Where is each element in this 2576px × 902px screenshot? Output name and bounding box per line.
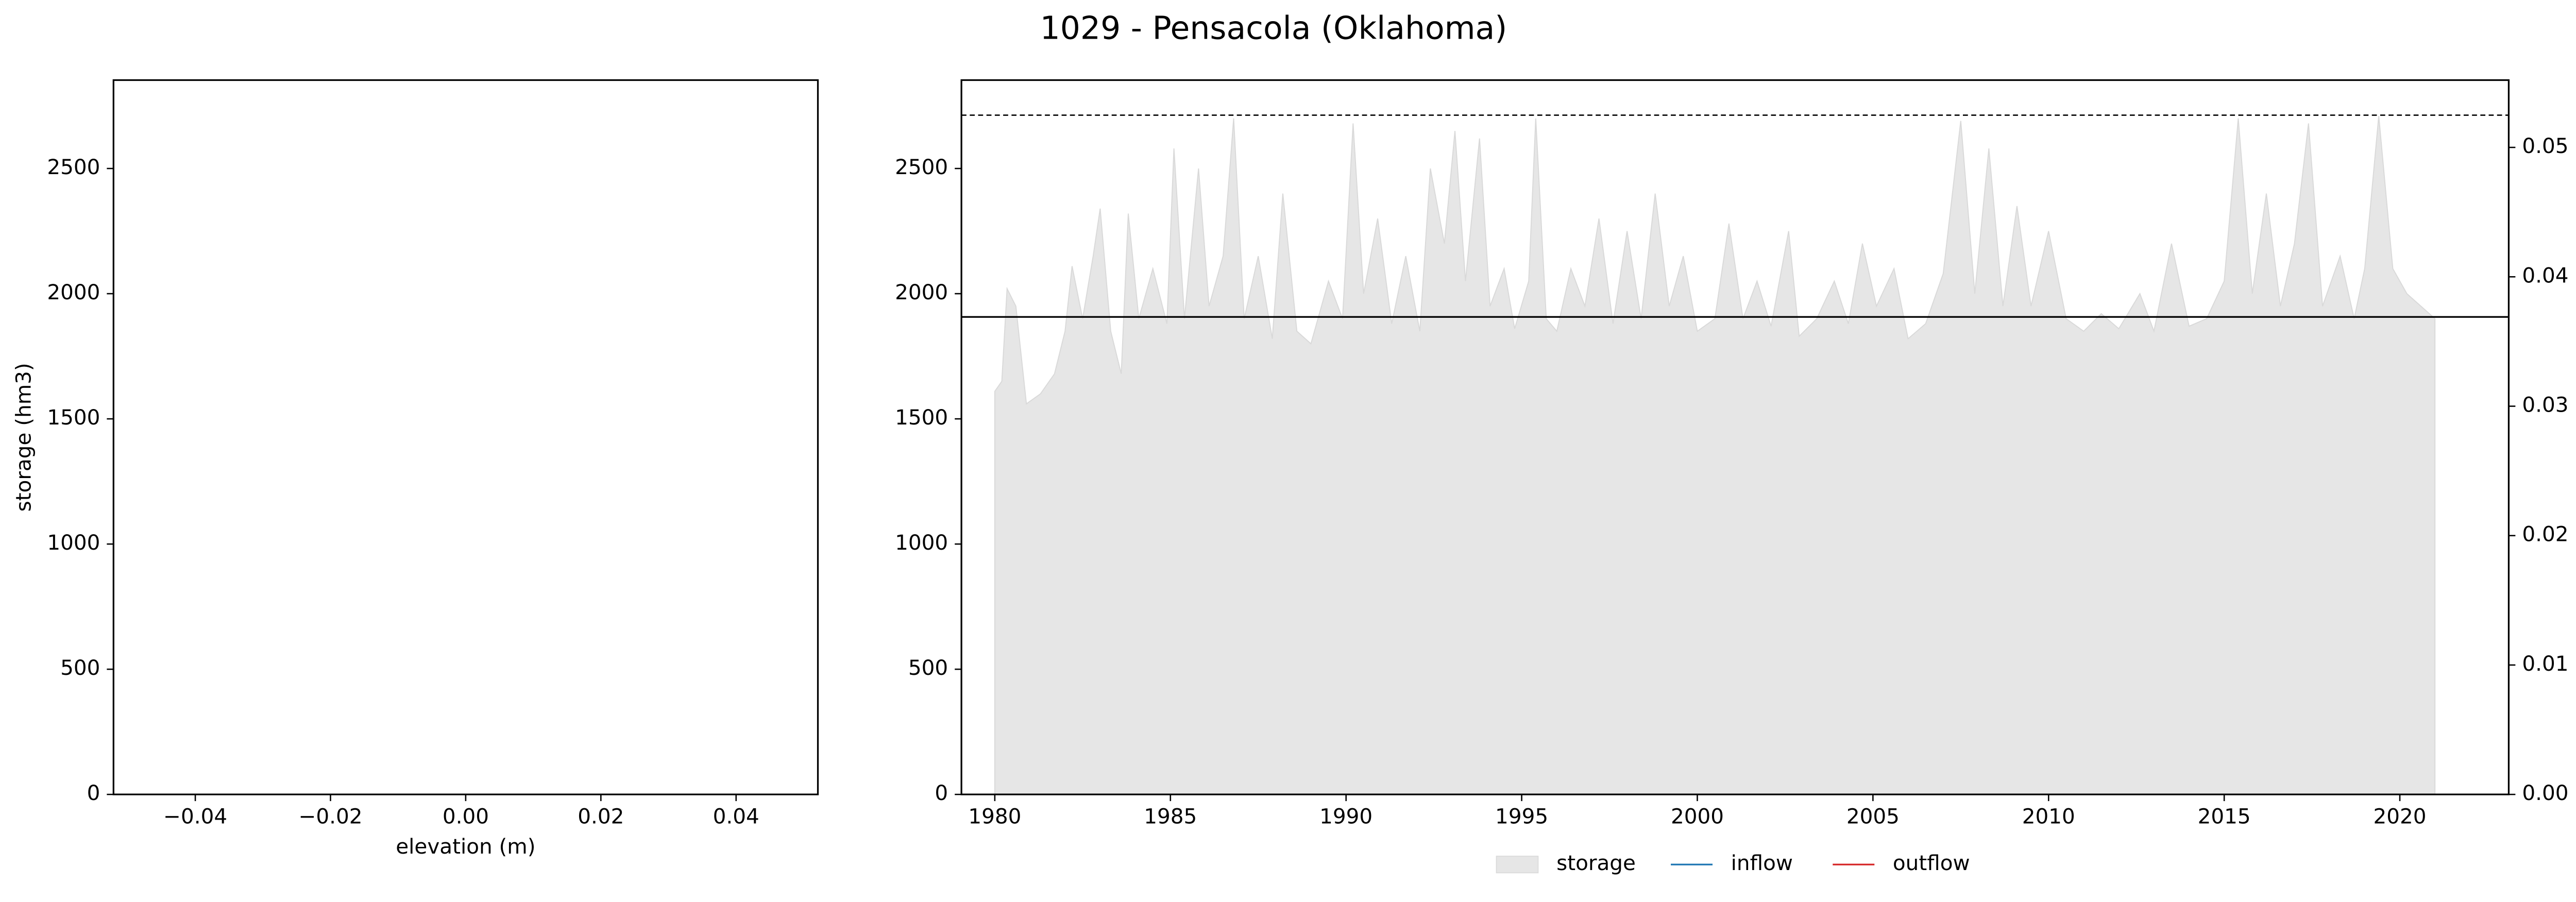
- x-tick-label: 2000: [1671, 804, 1724, 829]
- y2-tick-label: 0.03: [2522, 393, 2568, 417]
- y-tick-label: 2500: [47, 155, 100, 179]
- x-tick-label: −0.04: [163, 804, 227, 829]
- y2-tick-label: 0.00: [2522, 780, 2568, 805]
- x-tick-label: 0.00: [443, 804, 489, 829]
- storage-area: [994, 115, 2436, 795]
- y2-tick-label: 0.01: [2522, 651, 2568, 676]
- y-tick-label: 1000: [47, 530, 100, 555]
- y-tick-label: 0: [87, 780, 100, 805]
- legend-label: storage: [1556, 850, 1636, 875]
- x-axis-label: elevation (m): [396, 834, 535, 859]
- legend-swatch: [1496, 856, 1539, 874]
- y2-tick-label: 0.05: [2522, 133, 2568, 158]
- legend-label: outflow: [1893, 850, 1970, 875]
- y-tick-label: 500: [60, 655, 100, 680]
- x-tick-label: 2005: [1846, 804, 1900, 829]
- x-tick-label: 1980: [968, 804, 1021, 829]
- axes-frame: [960, 79, 2510, 795]
- x-tick-label: 1995: [1495, 804, 1548, 829]
- y-axis-label: storage (hm3): [11, 363, 36, 512]
- y-tick-label: 2500: [895, 155, 948, 179]
- x-tick-label: 0.02: [578, 804, 624, 829]
- y-tick-label: 0: [935, 780, 948, 805]
- y-tick-label: 1000: [895, 530, 948, 555]
- x-tick-label: −0.02: [298, 804, 362, 829]
- legend-label: inflow: [1731, 850, 1793, 875]
- x-tick-label: 1990: [1319, 804, 1372, 829]
- y-tick-label: 1500: [47, 405, 100, 430]
- y-tick-label: 2000: [895, 280, 948, 304]
- y-tick-label: 2000: [47, 280, 100, 304]
- x-tick-label: 1985: [1144, 804, 1197, 829]
- x-tick-label: 0.04: [713, 804, 759, 829]
- x-tick-label: 2015: [2198, 804, 2251, 829]
- x-tick-label: 2020: [2374, 804, 2427, 829]
- y-tick-label: 500: [908, 655, 948, 680]
- y2-tick-label: 0.04: [2522, 263, 2568, 287]
- y-tick-label: 1500: [895, 405, 948, 430]
- y2-tick-label: 0.02: [2522, 522, 2568, 547]
- figure-title: 1029 - Pensacola (Oklahoma): [1040, 9, 1507, 46]
- x-tick-label: 2010: [2022, 804, 2075, 829]
